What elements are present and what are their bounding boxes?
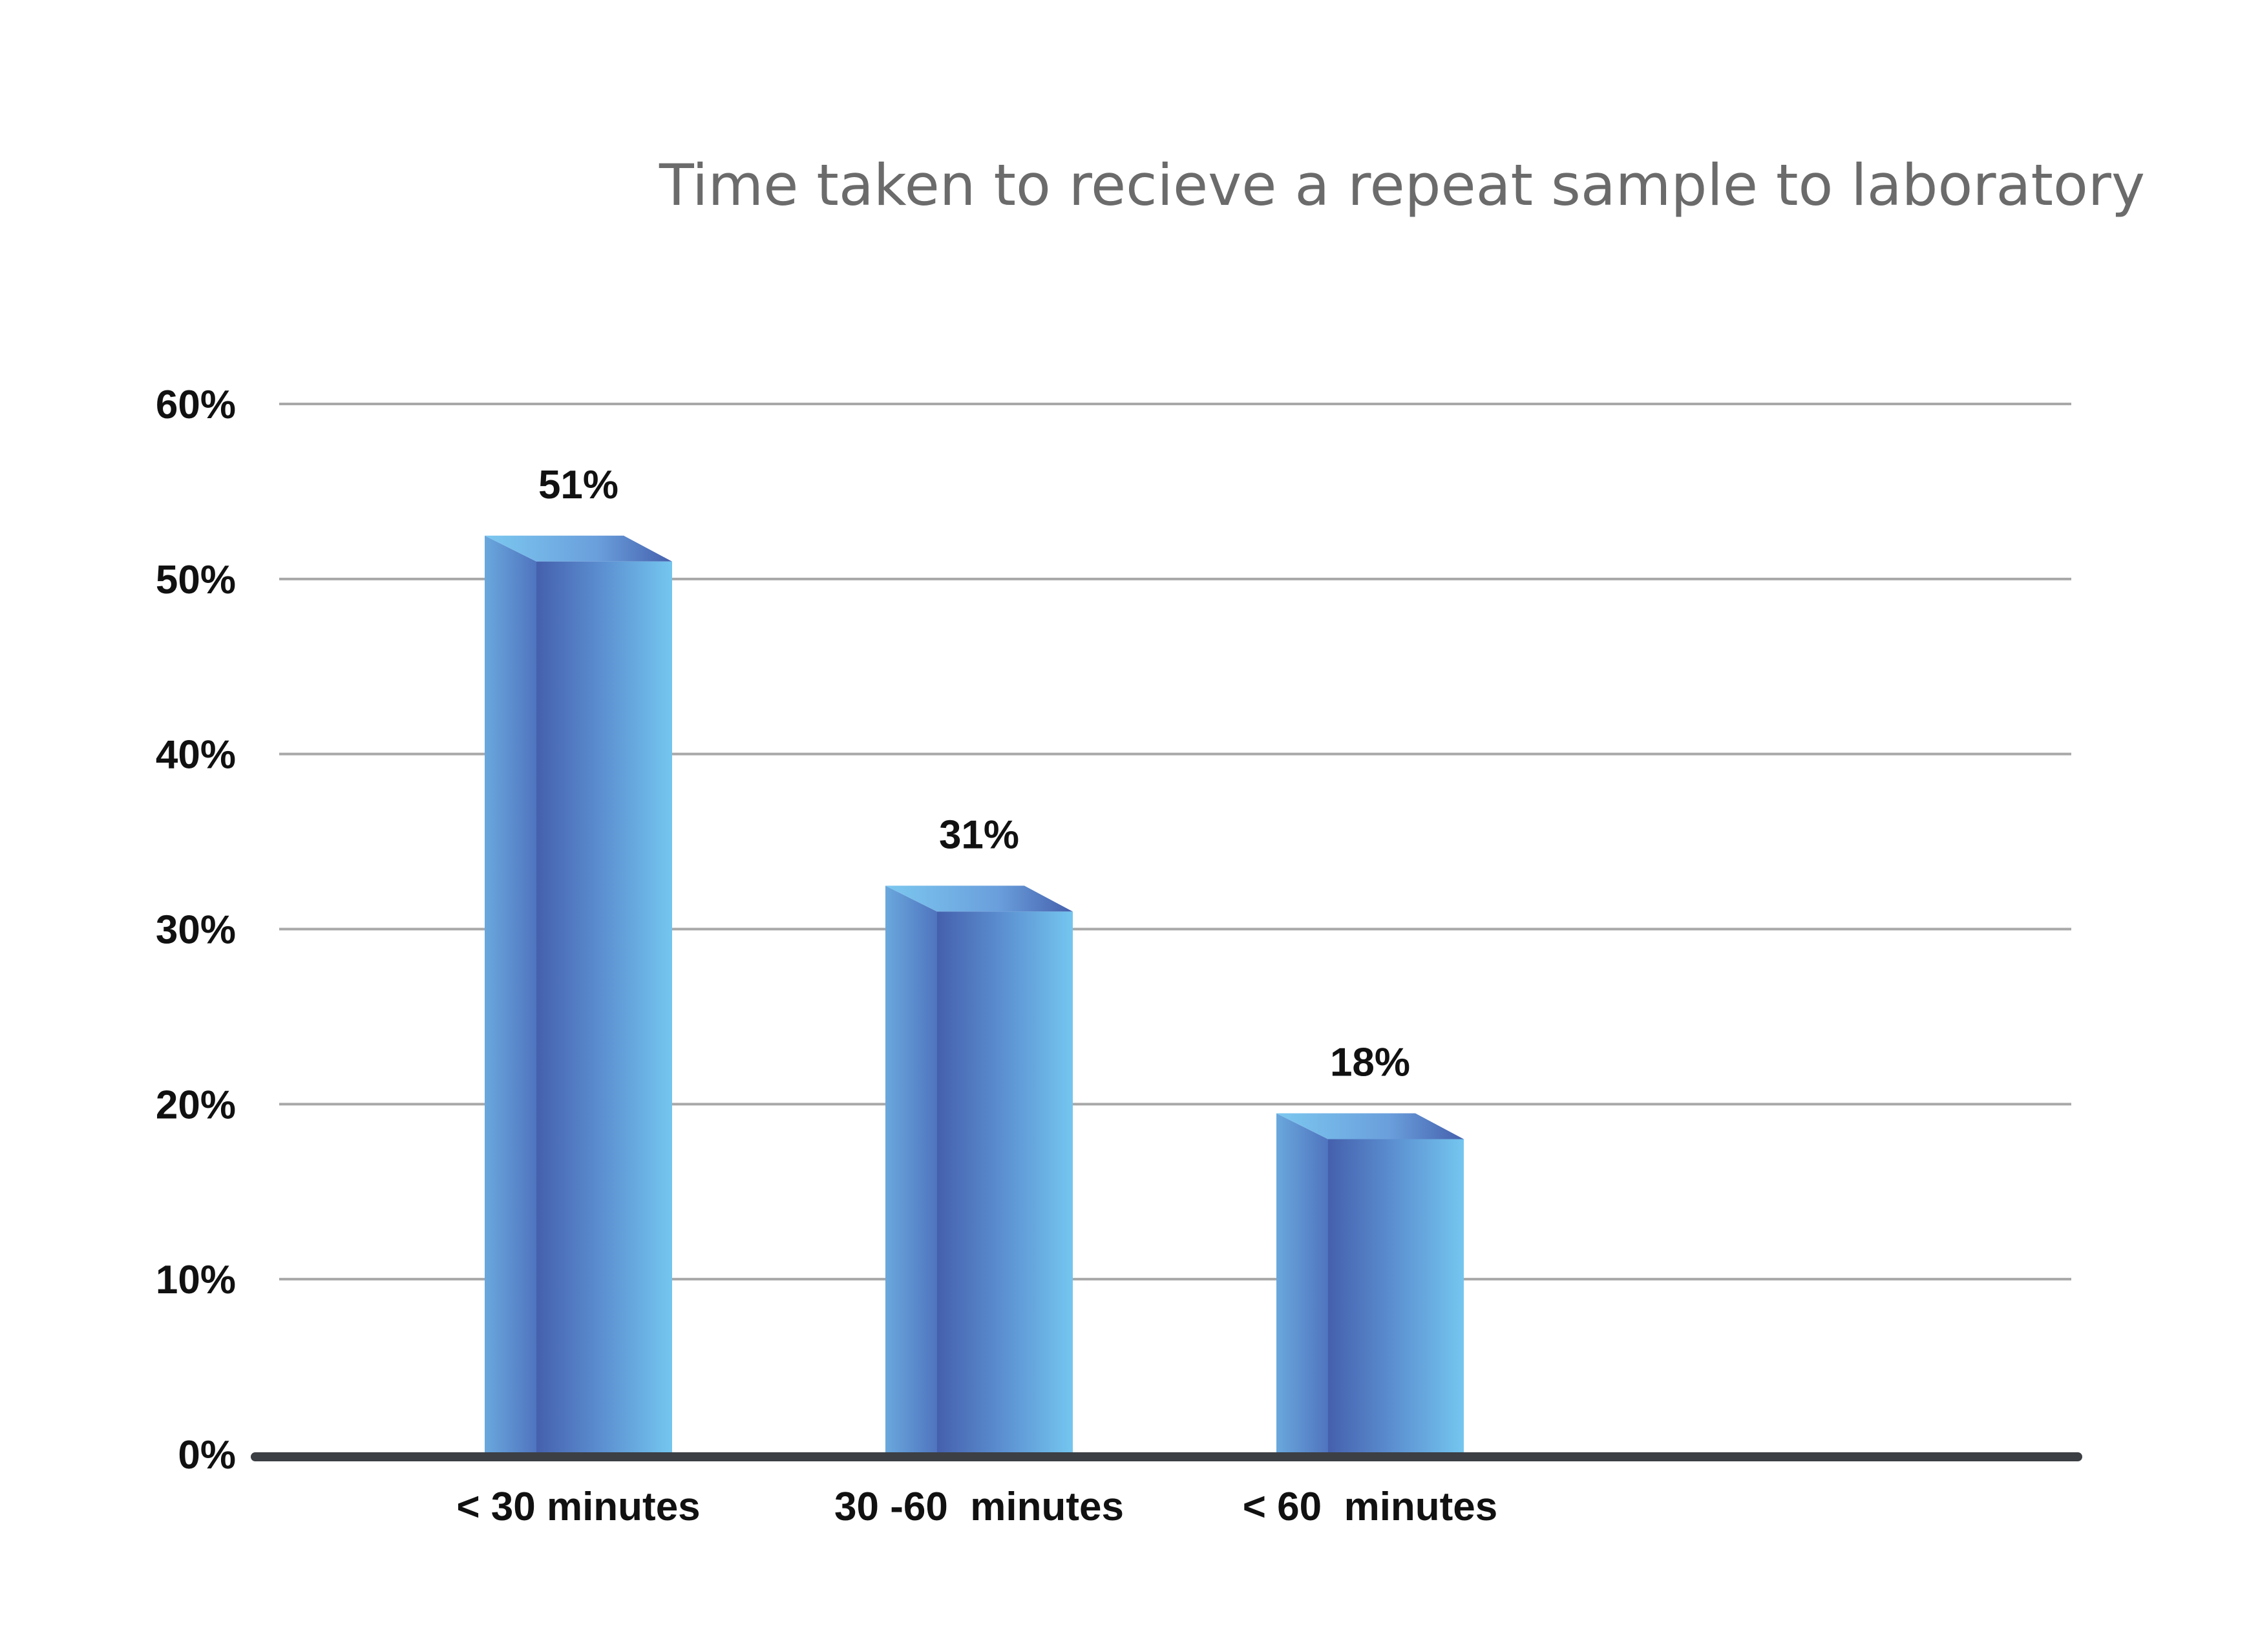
x-category-label: < 30 minutes (456, 1485, 700, 1529)
bar-side (885, 885, 937, 1454)
bar-top (885, 885, 1073, 912)
x-category-label: 30 -60 minutes (834, 1485, 1124, 1529)
x-axis-categories: < 30 minutes 30 -60 minutes < 60 minutes (456, 1485, 1497, 1529)
data-label: 18% (1330, 1041, 1410, 1085)
bars (485, 535, 1464, 1454)
y-axis-ticks: 0% 10% 20% 30% 40% 50% 60% (156, 383, 236, 1477)
bar-top (485, 535, 672, 562)
bar-side (1276, 1113, 1328, 1454)
bar-side (485, 535, 536, 1454)
data-label: 51% (538, 463, 618, 507)
bar-front (1328, 1139, 1464, 1454)
y-tick-label: 20% (156, 1083, 236, 1127)
y-tick-label: 40% (156, 733, 236, 778)
data-labels: 51% 31% 18% (538, 463, 1410, 1085)
y-tick-label: 60% (156, 383, 236, 427)
y-tick-label: 0% (178, 1433, 236, 1477)
bar-front (937, 911, 1073, 1454)
y-tick-label: 50% (156, 558, 236, 602)
bar-top (1276, 1113, 1464, 1139)
bar (885, 885, 1073, 1454)
bar (1276, 1113, 1464, 1454)
chart-title: Time taken to recieve a repeat sample to… (659, 152, 2145, 218)
data-label: 31% (939, 812, 1019, 857)
y-tick-label: 30% (156, 908, 236, 953)
bar (485, 535, 672, 1454)
x-category-label: < 60 minutes (1243, 1485, 1498, 1529)
y-tick-label: 10% (156, 1258, 236, 1302)
bar-front (536, 561, 672, 1454)
